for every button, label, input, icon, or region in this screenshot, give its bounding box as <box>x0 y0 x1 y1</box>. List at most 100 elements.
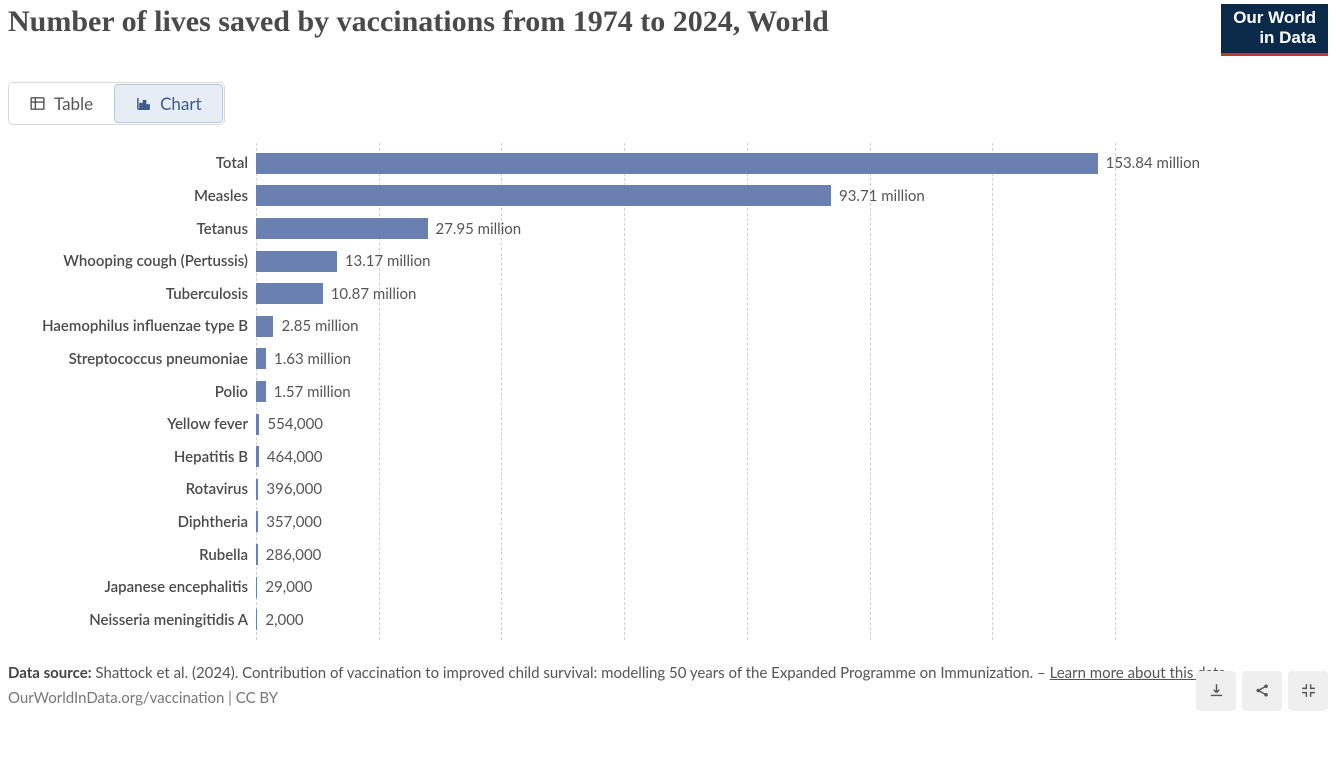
bar[interactable] <box>256 479 258 500</box>
download-button[interactable] <box>1196 671 1236 711</box>
bar[interactable] <box>256 218 428 239</box>
bar-track: 464,000 <box>256 440 1200 473</box>
bar-row: Streptococcus pneumoniae1.63 million <box>256 343 1200 376</box>
collapse-button[interactable] <box>1288 671 1328 711</box>
bar-track: 357,000 <box>256 506 1200 539</box>
tab-table-label: Table <box>54 93 93 114</box>
bar[interactable] <box>256 511 258 532</box>
bar-row: Rotavirus396,000 <box>256 473 1200 506</box>
tab-chart-label: Chart <box>160 93 202 114</box>
bar-category-label: Polio <box>215 383 248 401</box>
bar[interactable] <box>256 544 258 565</box>
bar-track: 13.17 million <box>256 245 1200 278</box>
bar[interactable] <box>256 446 259 467</box>
credit-line: OurWorldInData.org/vaccination | CC BY <box>8 687 1328 710</box>
bar-value-label: 153.84 million <box>1106 154 1200 172</box>
view-tabs: Table Chart <box>8 82 225 125</box>
bar-row: Rubella286,000 <box>256 538 1200 571</box>
bar-value-label: 10.87 million <box>331 285 417 303</box>
bar[interactable] <box>256 381 266 402</box>
data-source-line: Data source: Shattock et al. (2024). Con… <box>8 662 1328 685</box>
bar-row: Hepatitis B464,000 <box>256 440 1200 473</box>
bar-value-label: 396,000 <box>266 480 322 498</box>
bar-category-label: Rubella <box>199 546 248 564</box>
bar-value-label: 357,000 <box>266 513 322 531</box>
bar-category-label: Tuberculosis <box>166 285 248 303</box>
bar-category-label: Japanese encephalitis <box>105 578 248 596</box>
table-icon <box>29 95 46 112</box>
bar-row: Haemophilus influenzae type B2.85 millio… <box>256 310 1200 343</box>
bar[interactable] <box>256 348 266 369</box>
bar-track: 153.84 million <box>256 147 1200 180</box>
bar-category-label: Rotavirus <box>186 480 248 498</box>
bar-category-label: Streptococcus pneumoniae <box>69 350 248 368</box>
bar-category-label: Hepatitis B <box>174 448 248 466</box>
bar-category-label: Whooping cough (Pertussis) <box>63 252 248 270</box>
bar-category-label: Yellow fever <box>167 415 248 433</box>
collapse-icon <box>1300 682 1317 699</box>
bar-track: 1.63 million <box>256 343 1200 376</box>
source-text: Shattock et al. (2024). Contribution of … <box>92 664 1050 682</box>
bar-value-label: 1.57 million <box>274 383 351 401</box>
bar[interactable] <box>256 316 273 337</box>
bar-track: 93.71 million <box>256 180 1200 213</box>
bar-value-label: 464,000 <box>267 448 323 466</box>
action-buttons <box>1196 671 1328 711</box>
bar-row: Tuberculosis10.87 million <box>256 277 1200 310</box>
bar[interactable] <box>256 185 831 206</box>
chart-icon <box>135 95 152 112</box>
tab-table[interactable]: Table <box>9 83 113 124</box>
bar-row: Polio1.57 million <box>256 375 1200 408</box>
tab-chart[interactable]: Chart <box>114 84 223 123</box>
bar-category-label: Diphtheria <box>178 513 248 531</box>
bar-track: 2,000 <box>256 603 1200 636</box>
bar-row: Diphtheria357,000 <box>256 506 1200 539</box>
logo-line-1: Our World <box>1233 8 1316 28</box>
bars-container: Total153.84 millionMeasles93.71 millionT… <box>256 147 1200 636</box>
bar-category-label: Neisseria meningitidis A <box>89 611 248 629</box>
bar-value-label: 554,000 <box>267 415 323 433</box>
bar-value-label: 1.63 million <box>274 350 351 368</box>
bar-row: Tetanus27.95 million <box>256 212 1200 245</box>
bar[interactable] <box>256 153 1098 174</box>
bar-value-label: 27.95 million <box>436 220 522 238</box>
logo-line-2: in Data <box>1233 28 1316 48</box>
bar-category-label: Measles <box>194 187 248 205</box>
bar-track: 10.87 million <box>256 277 1200 310</box>
bar-track: 1.57 million <box>256 375 1200 408</box>
bar-value-label: 29,000 <box>265 578 312 596</box>
bar[interactable] <box>256 251 337 272</box>
source-label: Data source: <box>8 664 92 682</box>
bar-value-label: 93.71 million <box>839 187 925 205</box>
owid-logo: Our World in Data <box>1221 4 1328 56</box>
bar-value-label: 13.17 million <box>345 252 431 270</box>
bar-track: 286,000 <box>256 538 1200 571</box>
bar-row: Yellow fever554,000 <box>256 408 1200 441</box>
bar-track: 27.95 million <box>256 212 1200 245</box>
bar-row: Measles93.71 million <box>256 180 1200 213</box>
bar-row: Total153.84 million <box>256 147 1200 180</box>
bar-track: 396,000 <box>256 473 1200 506</box>
bar-row: Neisseria meningitidis A2,000 <box>256 603 1200 636</box>
bar-category-label: Haemophilus influenzae type B <box>42 317 248 335</box>
bar-value-label: 2.85 million <box>281 317 358 335</box>
bar-category-label: Tetanus <box>197 220 248 238</box>
bar[interactable] <box>256 283 323 304</box>
bar-track: 554,000 <box>256 408 1200 441</box>
share-icon <box>1254 682 1271 699</box>
bar-track: 29,000 <box>256 571 1200 604</box>
bar-value-label: 286,000 <box>266 546 322 564</box>
bar[interactable] <box>256 414 259 435</box>
download-icon <box>1208 682 1225 699</box>
bar-track: 2.85 million <box>256 310 1200 343</box>
bar[interactable] <box>256 609 257 630</box>
chart-plot-area: Total153.84 millionMeasles93.71 millionT… <box>8 147 1328 648</box>
bar[interactable] <box>256 577 257 598</box>
share-button[interactable] <box>1242 671 1282 711</box>
bar-row: Whooping cough (Pertussis)13.17 million <box>256 245 1200 278</box>
chart-footer: Data source: Shattock et al. (2024). Con… <box>8 662 1328 711</box>
bar-row: Japanese encephalitis29,000 <box>256 571 1200 604</box>
bar-value-label: 2,000 <box>265 611 303 629</box>
chart-title: Number of lives saved by vaccinations fr… <box>8 4 829 40</box>
bar-category-label: Total <box>216 154 248 172</box>
